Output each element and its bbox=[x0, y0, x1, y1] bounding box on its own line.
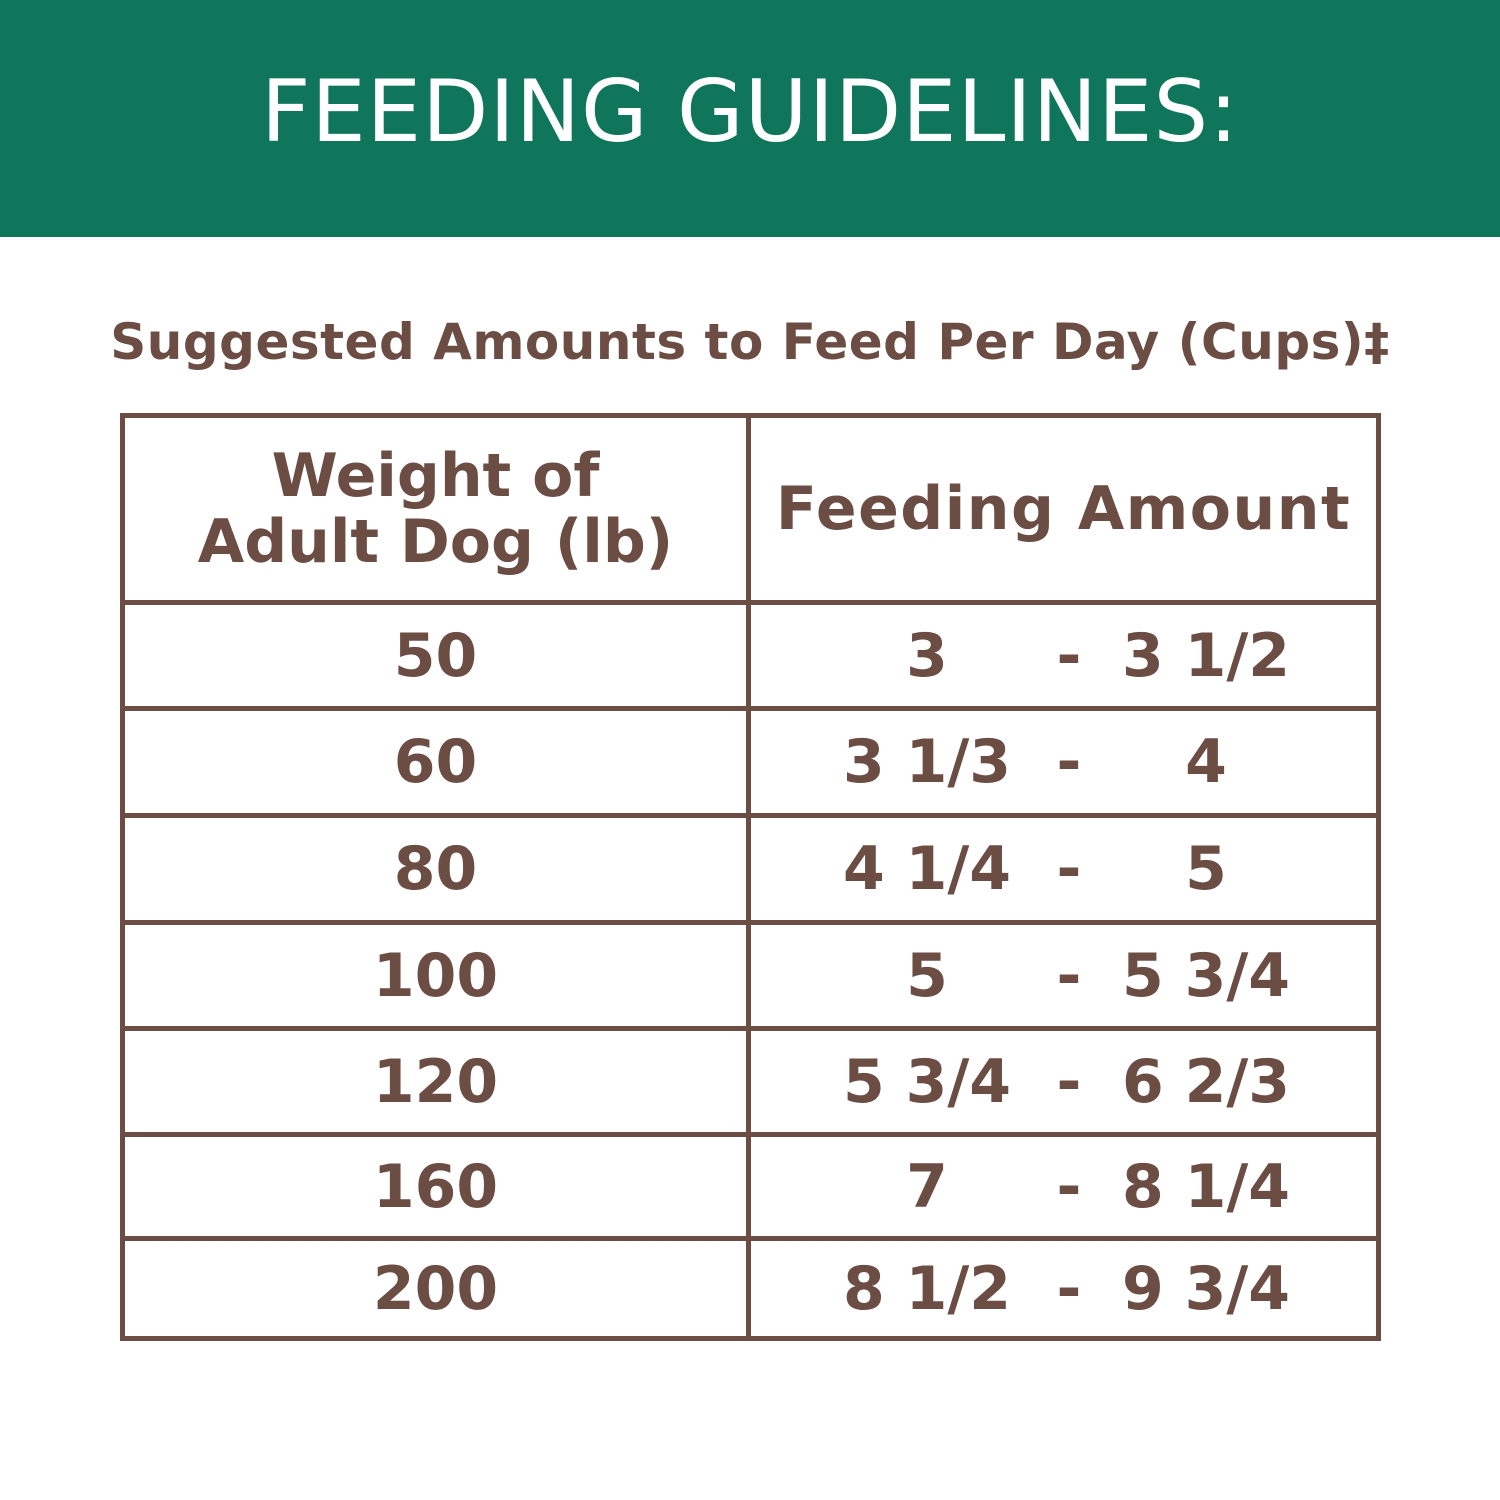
weight-cell: 60 bbox=[125, 711, 751, 813]
table-row: 100 5 - 5 3/4 bbox=[125, 920, 1376, 1026]
amount-to: 4 bbox=[1185, 727, 1227, 797]
amount-to: 5 3/4 bbox=[1121, 940, 1291, 1011]
title-banner: FEEDING GUIDELINES: bbox=[0, 0, 1500, 237]
amount-to: 3 1/2 bbox=[1121, 620, 1291, 691]
amount-cell: 4 1/4 - 5 bbox=[751, 818, 1376, 920]
amount-to: 9 3/4 bbox=[1121, 1253, 1291, 1324]
amount-column-header: Feeding Amount bbox=[775, 474, 1352, 544]
amount-from: 5 bbox=[906, 940, 948, 1011]
table-row: 120 5 3/4 - 6 2/3 bbox=[125, 1026, 1376, 1132]
amount-dash: - bbox=[1056, 727, 1082, 797]
amount-cell: 3 1/3 - 4 bbox=[751, 711, 1376, 813]
amount-to: 8 1/4 bbox=[1121, 1151, 1291, 1222]
amount-from: 5 3/4 bbox=[842, 1046, 1012, 1117]
table-row: 200 8 1/2 - 9 3/4 bbox=[125, 1236, 1376, 1336]
amount-dash: - bbox=[1056, 1046, 1082, 1117]
amount-dash: - bbox=[1056, 940, 1082, 1011]
page-title: FEEDING GUIDELINES: bbox=[260, 61, 1240, 162]
amount-from: 3 1/3 bbox=[842, 727, 1012, 797]
weight-column-header: Weight of Adult Dog (lb) bbox=[125, 418, 751, 600]
weight-header-line2: Adult Dog (lb) bbox=[197, 507, 674, 577]
amount-dash: - bbox=[1056, 834, 1082, 904]
amount-cell: 8 1/2 - 9 3/4 bbox=[751, 1241, 1376, 1336]
weight-header-line1: Weight of bbox=[271, 441, 600, 511]
table-caption: Suggested Amounts to Feed Per Day (Cups)… bbox=[110, 313, 1390, 371]
weight-cell: 120 bbox=[125, 1031, 751, 1132]
table-row: 80 4 1/4 - 5 bbox=[125, 813, 1376, 920]
amount-from: 3 bbox=[906, 620, 948, 691]
table-header-row: Weight of Adult Dog (lb) Feeding Amount bbox=[125, 418, 1376, 600]
weight-cell: 160 bbox=[125, 1137, 751, 1236]
table-row: 50 3 - 3 1/2 bbox=[125, 600, 1376, 706]
amount-cell: 7 - 8 1/4 bbox=[751, 1137, 1376, 1236]
amount-from: 7 bbox=[906, 1151, 948, 1222]
amount-cell: 5 3/4 - 6 2/3 bbox=[751, 1031, 1376, 1132]
weight-cell: 200 bbox=[125, 1241, 751, 1336]
amount-to: 5 bbox=[1185, 834, 1227, 904]
amount-from: 4 1/4 bbox=[842, 834, 1012, 904]
table-row: 160 7 - 8 1/4 bbox=[125, 1132, 1376, 1236]
amount-cell: 3 - 3 1/2 bbox=[751, 605, 1376, 706]
amount-cell: 5 - 5 3/4 bbox=[751, 925, 1376, 1026]
amount-from: 8 1/2 bbox=[842, 1253, 1012, 1324]
weight-cell: 50 bbox=[125, 605, 751, 706]
amount-dash: - bbox=[1056, 1151, 1082, 1222]
amount-dash: - bbox=[1056, 620, 1082, 691]
weight-cell: 100 bbox=[125, 925, 751, 1026]
feeding-table: Weight of Adult Dog (lb) Feeding Amount … bbox=[120, 413, 1381, 1341]
amount-to: 6 2/3 bbox=[1121, 1046, 1291, 1117]
amount-dash: - bbox=[1056, 1253, 1082, 1324]
weight-cell: 80 bbox=[125, 818, 751, 920]
table-row: 60 3 1/3 - 4 bbox=[125, 706, 1376, 813]
